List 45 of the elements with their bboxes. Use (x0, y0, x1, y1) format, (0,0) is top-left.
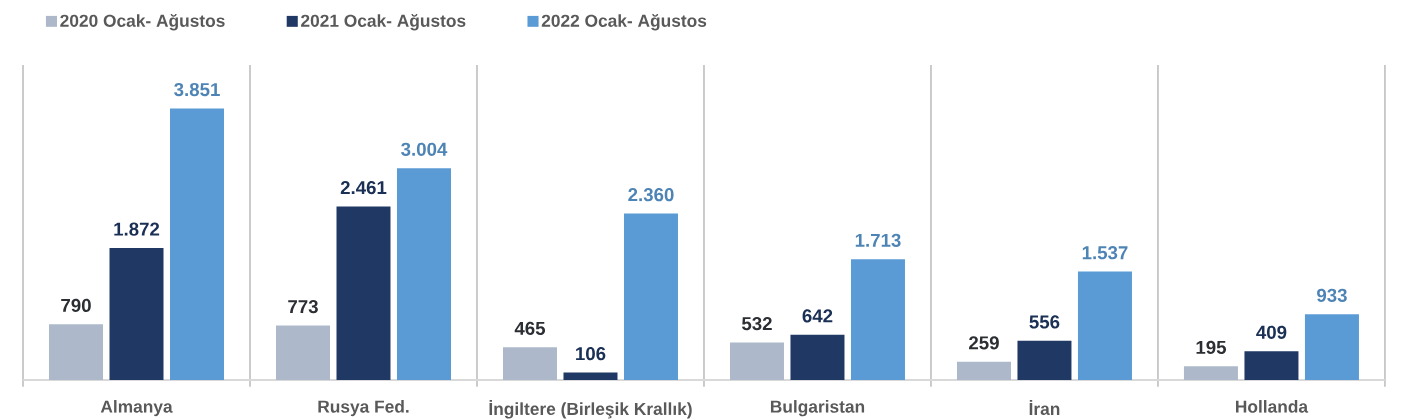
x-tick-label: Almanya (100, 400, 173, 417)
legend-label: 2021 Ocak- Ağustos (301, 13, 466, 31)
data-label: 195 (1196, 340, 1227, 354)
data-label: 1.872 (114, 222, 160, 236)
data-label: 2.360 (628, 188, 674, 202)
bar (790, 334, 845, 380)
bar (623, 213, 678, 380)
data-label: 556 (1029, 315, 1060, 329)
x-tick-label: İngiltere (Birleşik Krallık) (489, 400, 692, 419)
bar (109, 248, 164, 380)
bar (563, 372, 618, 380)
bar (502, 347, 557, 380)
x-tick-label: Hollanda (1236, 400, 1309, 413)
data-label: 3.851 (174, 82, 220, 97)
bar (397, 168, 451, 380)
legend-label: 2022 Ocak- Ağustos (541, 13, 707, 31)
bar (956, 361, 1011, 380)
x-tick-label: Bulgaristan (770, 400, 865, 417)
bar (1244, 351, 1299, 380)
data-label: 642 (802, 309, 833, 323)
x-tick-label: Rusya Fed. (318, 400, 409, 417)
data-label: 3.004 (401, 142, 448, 156)
data-label: 532 (741, 316, 772, 331)
bar (170, 108, 225, 380)
data-label: 409 (1256, 325, 1287, 339)
data-label: 1.537 (1082, 246, 1128, 260)
bar (1017, 340, 1072, 380)
bar (49, 324, 103, 380)
data-label: 790 (61, 298, 91, 313)
bar (1183, 366, 1238, 380)
bar (336, 206, 391, 380)
legend-label: 2020 Ocak- Ağustos (60, 13, 225, 31)
data-label: 2.461 (340, 180, 387, 195)
data-label: 773 (288, 299, 318, 314)
bar (850, 259, 905, 380)
bar (729, 342, 784, 380)
bar (276, 325, 330, 380)
data-label: 465 (514, 321, 546, 335)
x-tick-label: İran (1029, 400, 1060, 416)
data-label: 106 (576, 347, 606, 361)
data-label: 933 (1317, 288, 1347, 302)
bar (1304, 314, 1359, 380)
bar (1077, 271, 1132, 380)
data-label: 1.713 (855, 233, 901, 247)
data-label: 259 (969, 336, 999, 350)
